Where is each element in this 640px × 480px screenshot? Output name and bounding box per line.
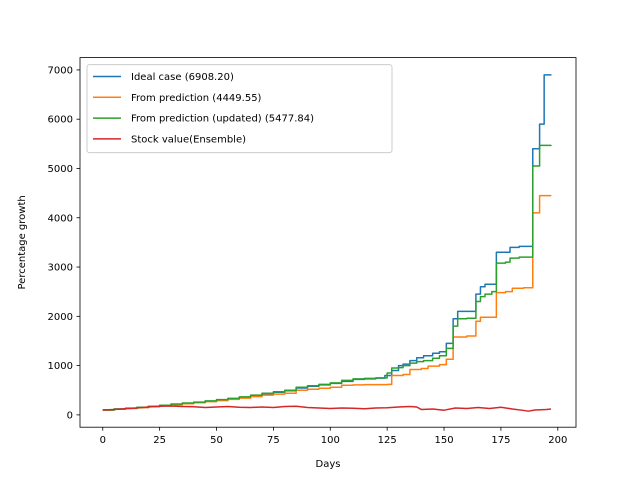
axes-frame <box>79 57 577 428</box>
x-tick-label: 150 <box>434 435 453 446</box>
legend-label-ideal-case-6908-20: Ideal case (6908.20) <box>131 72 234 83</box>
x-tick-label: 125 <box>378 435 397 446</box>
y-axis-label: Percentage growth <box>17 195 28 289</box>
y-tick-label: 2000 <box>48 312 73 323</box>
x-tick-label: 175 <box>491 435 510 446</box>
x-tick-label: 200 <box>548 435 567 446</box>
series-line-3 <box>102 144 552 411</box>
y-tick-label: 0 <box>67 410 73 421</box>
legend-label-from-prediction-4449-55: From prediction (4449.55) <box>131 93 262 104</box>
y-tick-label: 4000 <box>48 213 73 224</box>
x-tick-label: 50 <box>210 435 223 446</box>
y-tick-label: 6000 <box>48 115 73 126</box>
y-tick-label: 5000 <box>48 164 73 175</box>
x-axis-label: Days <box>316 459 341 470</box>
plot-area <box>102 74 552 412</box>
legend-box <box>86 64 393 154</box>
x-axis: 0 25 50 75 100 125 150 175 200 <box>100 427 567 446</box>
x-tick-label: 75 <box>267 435 280 446</box>
legend-label-from-prediction-updated-5477-84: From prediction (updated) (5477.84) <box>131 114 314 125</box>
legend: Ideal case (6908.20) From prediction (444… <box>86 64 393 154</box>
y-tick-label: 3000 <box>48 263 73 274</box>
y-axis: 0 1000 2000 3000 4000 5000 6000 7000 <box>48 65 80 421</box>
legend-label-stock-value-ensemble: Stock value(Ensemble) <box>131 135 246 146</box>
series-line-4 <box>102 405 552 412</box>
x-tick-label: 25 <box>153 435 166 446</box>
x-tick-label: 100 <box>321 435 340 446</box>
y-tick-label: 7000 <box>48 65 73 76</box>
y-tick-label: 1000 <box>48 361 73 372</box>
x-tick-label: 0 <box>100 435 106 446</box>
